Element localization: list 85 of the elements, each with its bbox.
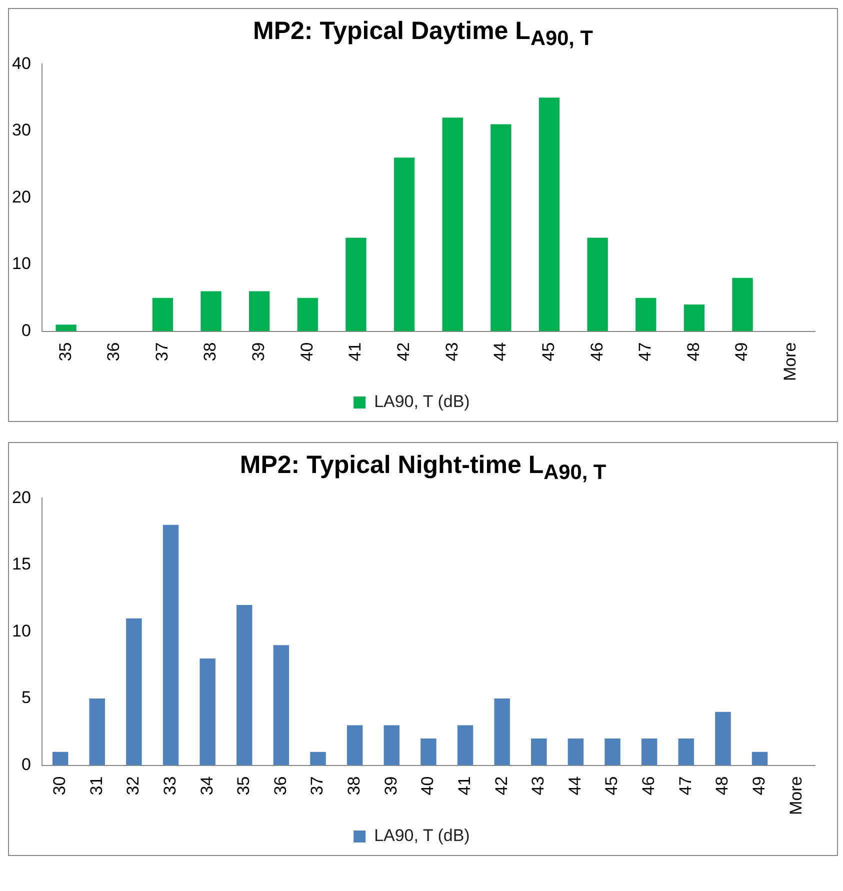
x-tick-label: 43	[528, 776, 548, 796]
bar	[732, 278, 753, 332]
y-tick-label: 10	[12, 621, 31, 640]
x-tick-label: 38	[344, 776, 364, 796]
x-tick-label: 45	[602, 776, 622, 796]
x-tick-label: 49	[749, 776, 768, 796]
y-tick-label: 0	[21, 320, 31, 340]
x-tick-label: 39	[249, 342, 268, 362]
x-tick-label: 30	[50, 776, 70, 796]
bar	[236, 605, 252, 766]
x-tick-label: 39	[381, 776, 400, 796]
x-tick-label: 40	[297, 342, 316, 362]
x-tick-label: 41	[454, 776, 474, 796]
bar	[346, 725, 363, 766]
x-tick-label: 36	[270, 776, 290, 796]
y-tick-label: 10	[12, 254, 31, 274]
bar	[457, 725, 474, 766]
bar	[587, 238, 608, 332]
x-tick-label: 35	[234, 776, 254, 796]
bar	[89, 698, 105, 766]
bar	[531, 738, 547, 766]
x-tick-label: 35	[56, 342, 75, 362]
x-tick-label: 48	[712, 776, 732, 796]
bar	[200, 658, 216, 766]
legend-label: LA90, T (dB)	[374, 392, 470, 412]
x-tick-label: 31	[86, 776, 106, 796]
bar	[442, 118, 463, 332]
x-tick-label: 34	[197, 776, 216, 796]
y-tick-label: 15	[12, 554, 31, 574]
x-tick-label: 37	[308, 776, 327, 796]
bar	[420, 738, 436, 766]
chart-title: MP2: Typical Night-time L$_{A90, T}$	[238, 450, 608, 485]
chart-title: MP2: Typical Daytime L$_{A90, T}$	[252, 16, 594, 51]
x-tick-label: 36	[104, 342, 124, 362]
bar	[249, 291, 270, 332]
x-tick-label: 44	[490, 342, 510, 362]
x-tick-label: More	[780, 342, 800, 382]
bar	[126, 618, 142, 766]
x-tick-label: 37	[152, 342, 172, 362]
y-tick-label: 20	[12, 187, 31, 206]
bar	[752, 752, 768, 766]
bar	[152, 298, 174, 332]
bar	[273, 645, 290, 766]
bar	[568, 738, 584, 766]
x-tick-label: 49	[732, 342, 752, 362]
bar	[604, 738, 620, 766]
y-tick-label: 5	[21, 688, 31, 708]
x-tick-label: 42	[394, 342, 413, 362]
bar	[310, 752, 326, 766]
bar	[494, 698, 510, 766]
bar	[346, 238, 366, 332]
bar	[641, 738, 658, 766]
x-tick-label: 47	[636, 342, 655, 362]
bar	[684, 304, 705, 332]
y-tick-label: 20	[12, 488, 31, 507]
bar	[538, 98, 560, 332]
x-tick-label: 47	[676, 776, 695, 796]
x-tick-label: 40	[418, 776, 438, 796]
y-tick-label: 30	[12, 120, 31, 140]
x-tick-label: 42	[492, 776, 511, 796]
bar	[384, 725, 400, 766]
bar	[162, 524, 179, 766]
bar	[715, 712, 731, 766]
x-tick-label: 43	[442, 342, 462, 362]
bar	[56, 324, 76, 332]
bar	[636, 298, 656, 332]
x-tick-label: 41	[346, 342, 365, 362]
x-tick-label: 45	[538, 342, 558, 362]
bar	[490, 124, 512, 332]
y-tick-label: 40	[12, 54, 31, 73]
legend-label: LA90, T (dB)	[374, 826, 470, 846]
x-tick-label: More	[786, 776, 806, 816]
x-tick-label: 46	[639, 776, 658, 796]
bar	[52, 752, 68, 766]
bar	[297, 298, 318, 332]
x-tick-label: 33	[160, 776, 180, 796]
bar	[394, 158, 415, 332]
x-tick-label: 44	[565, 776, 584, 796]
x-tick-label: 32	[124, 776, 143, 796]
bar	[200, 291, 222, 332]
x-tick-label: 48	[684, 342, 703, 362]
x-tick-label: 46	[587, 342, 606, 362]
y-tick-label: 0	[21, 754, 31, 774]
bar	[678, 738, 694, 766]
x-tick-label: 38	[200, 342, 220, 362]
